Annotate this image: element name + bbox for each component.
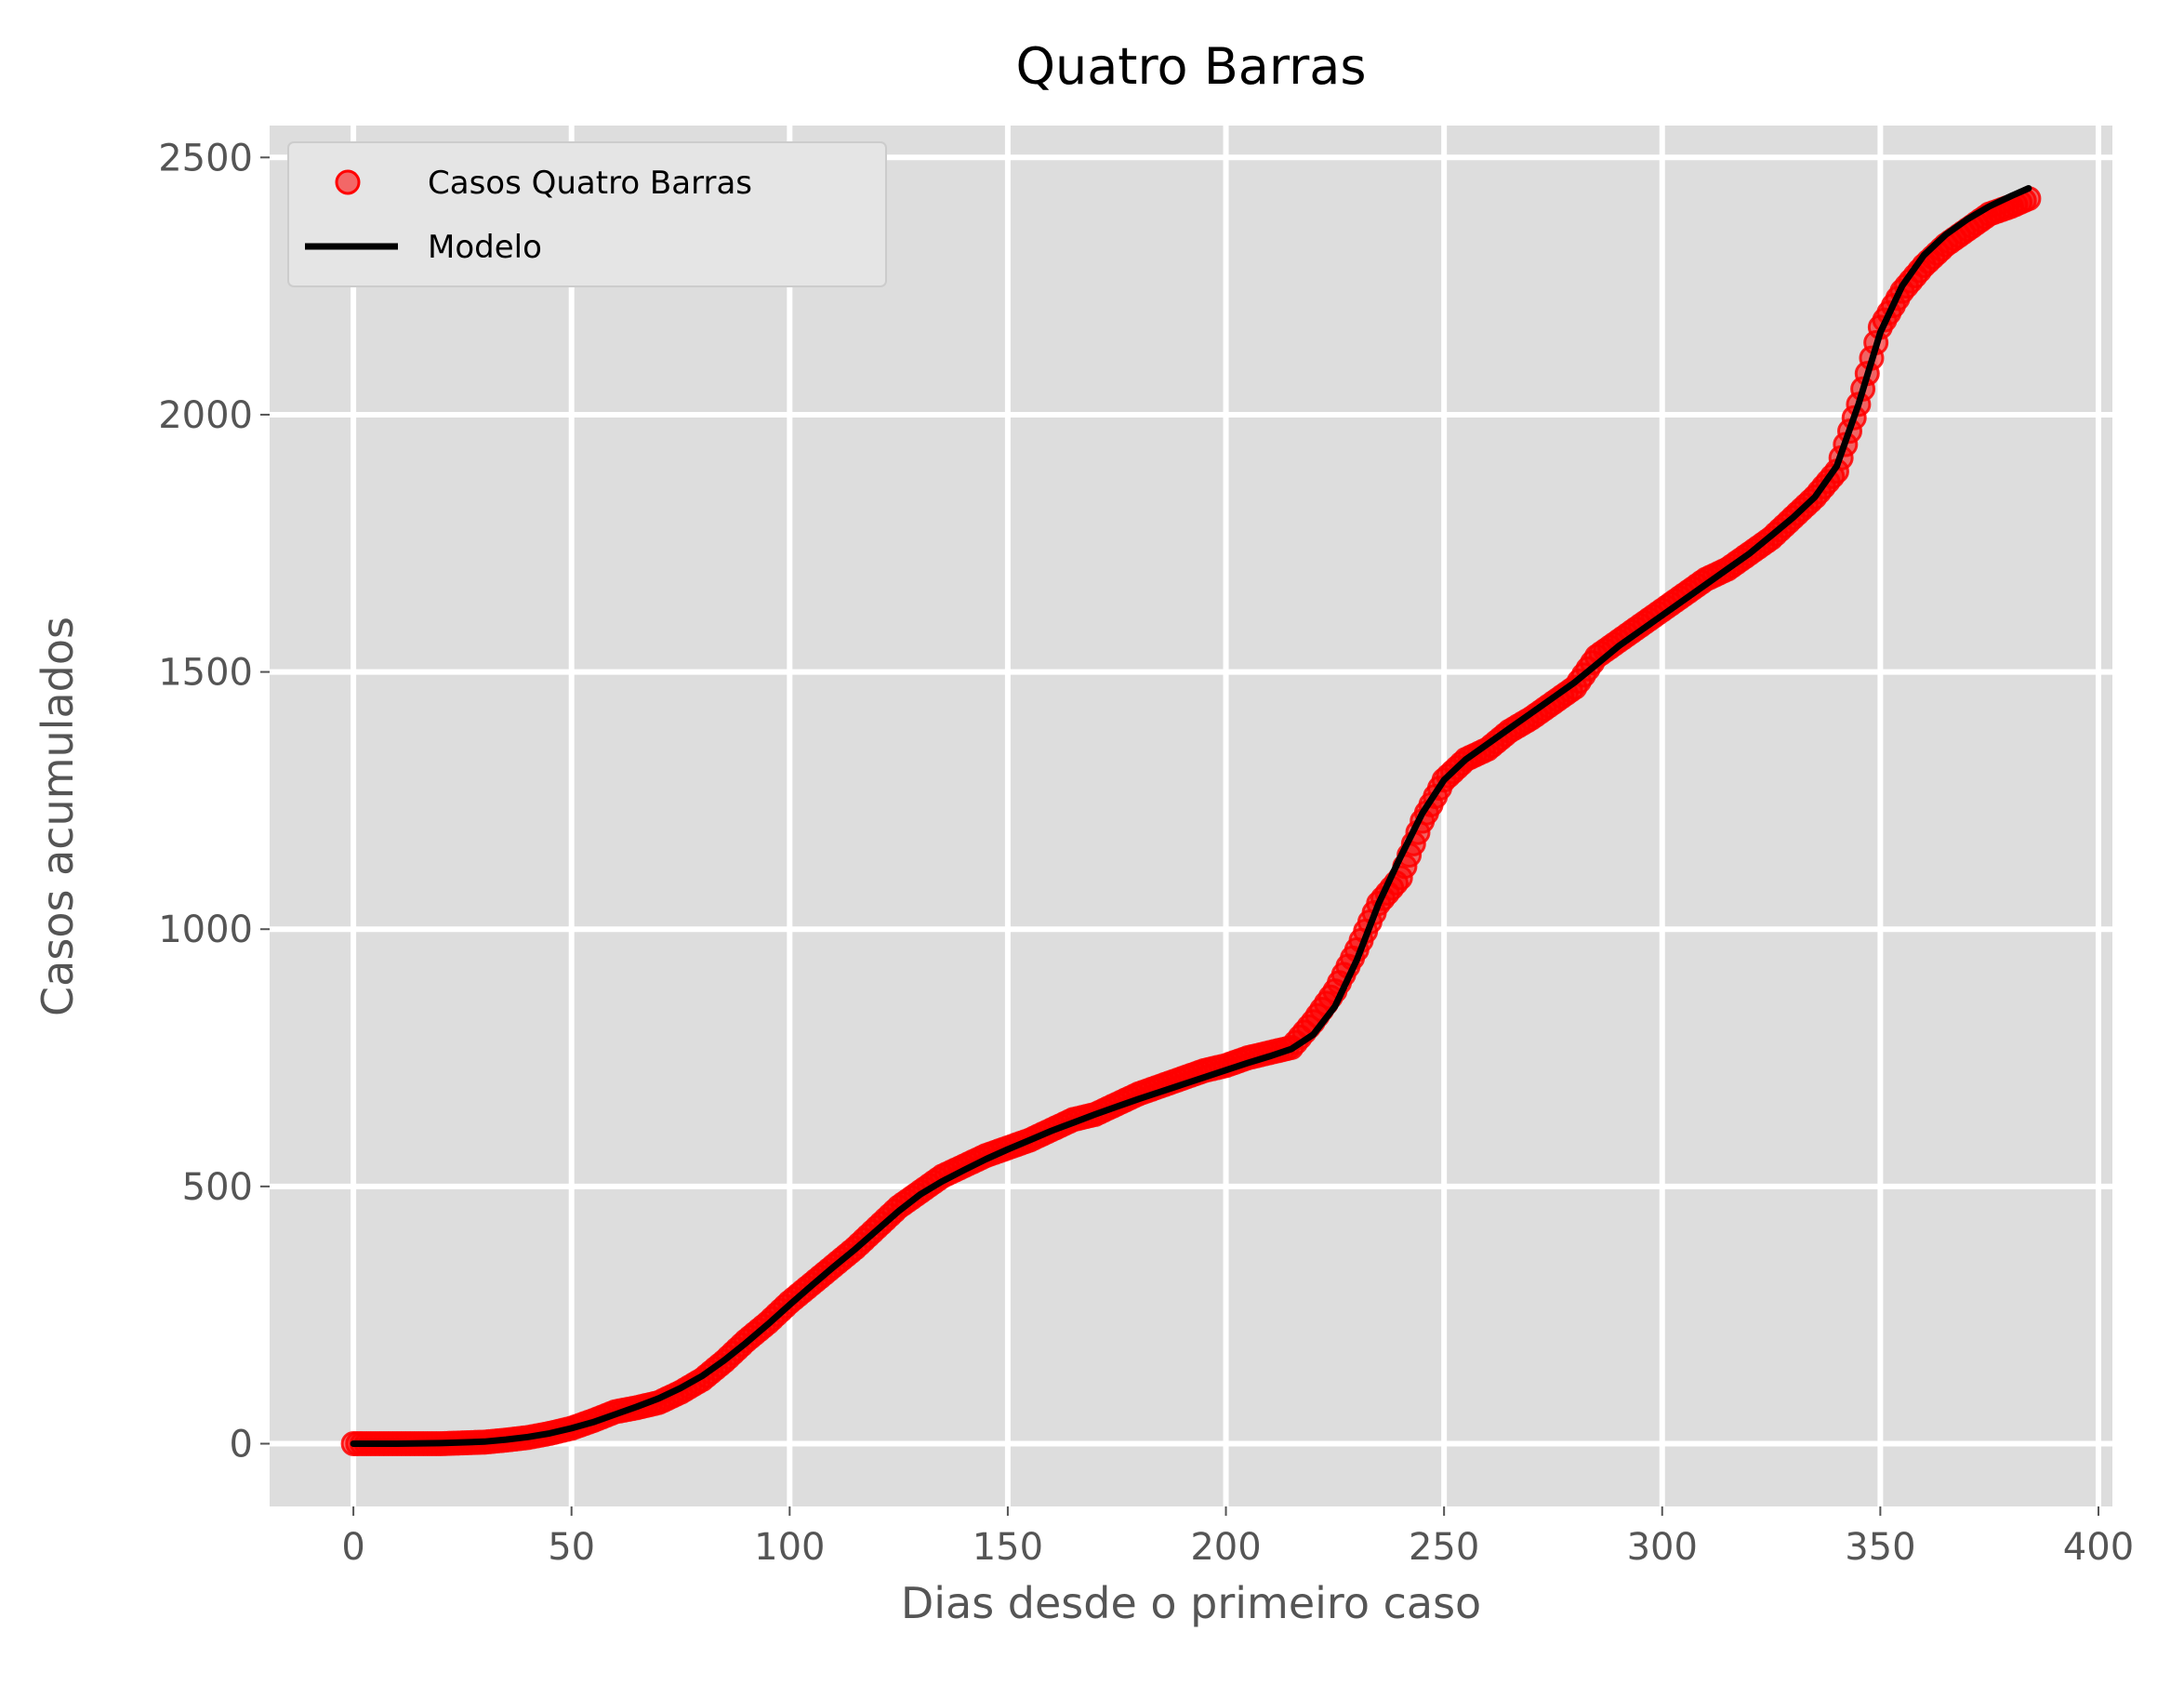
y-tick-label: 500 xyxy=(182,1166,253,1209)
x-tick-label: 200 xyxy=(1190,1526,1261,1569)
x-axis-label: Dias desde o primeiro caso xyxy=(901,1578,1481,1628)
x-tick-label: 50 xyxy=(548,1526,595,1569)
x-tick-label: 400 xyxy=(2063,1526,2134,1569)
series-line-modelo xyxy=(350,185,2032,1447)
legend: Casos Quatro Barras Modelo xyxy=(287,141,887,287)
x-tick-label: 350 xyxy=(1845,1526,1915,1569)
y-tick-label: 0 xyxy=(230,1424,253,1466)
y-tick-label: 1000 xyxy=(158,909,253,951)
x-axis-ticks: 0 50 100 150 200 250 300 350 400 xyxy=(341,1506,2134,1569)
legend-box xyxy=(287,141,887,287)
legend-marker-casos xyxy=(335,169,361,195)
legend-label-casos: Casos Quatro Barras xyxy=(428,165,752,202)
y-tick-label: 2000 xyxy=(158,394,253,437)
chart-title: Quatro Barras xyxy=(1015,37,1366,96)
x-tick-label: 150 xyxy=(973,1526,1043,1569)
x-tick-label: 100 xyxy=(754,1526,825,1569)
plot-area xyxy=(270,126,2112,1506)
y-axis-label: Casos acumulados xyxy=(33,617,83,1016)
y-tick-label: 2500 xyxy=(158,137,253,179)
y-tick-label: 1500 xyxy=(158,652,253,695)
y-axis-ticks: 0 500 1000 1500 2000 2500 xyxy=(158,137,270,1466)
x-tick-label: 250 xyxy=(1409,1526,1479,1569)
legend-label-modelo: Modelo xyxy=(428,229,542,266)
x-tick-label: 0 xyxy=(341,1526,364,1569)
x-tick-label: 300 xyxy=(1627,1526,1698,1569)
